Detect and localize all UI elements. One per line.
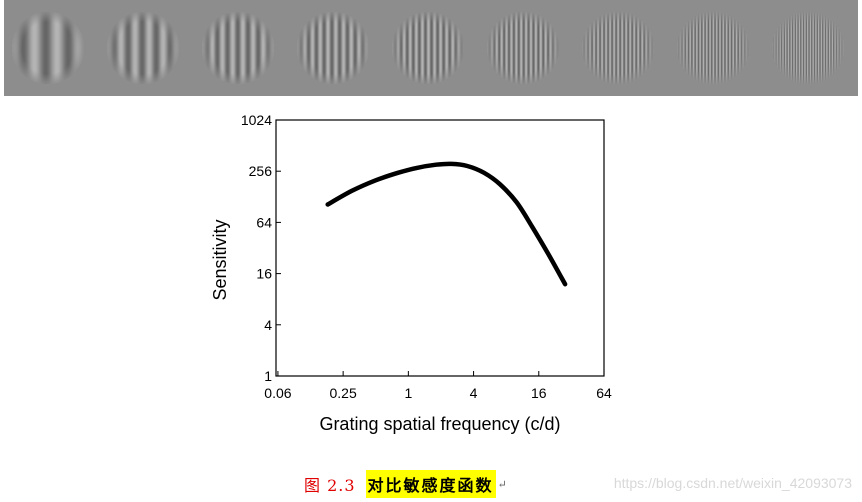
y-tick-label: 64: [256, 214, 272, 230]
watermark: https://blog.csdn.net/weixin_42093073: [613, 475, 852, 491]
x-tick-label: 4: [470, 385, 478, 401]
figure-number: 图 2.3: [304, 476, 356, 495]
y-tick-label: 256: [249, 163, 273, 179]
x-tick-label: 1: [404, 385, 412, 401]
contrast-sensitivity-chart: 0.06 0.25 1 4 16 64 1 4 16 64 256 1024 Grating spa…: [210, 112, 612, 434]
y-tick-label: 16: [256, 266, 272, 282]
grating-patch-edge-fade: [677, 12, 749, 84]
grating-patch-edge-fade: [107, 12, 179, 84]
x-tick-label: 16: [531, 385, 547, 401]
x-tick-label: 0.06: [264, 385, 291, 401]
plot-frame: [275, 119, 605, 377]
figure-title: 对比敏感度函数: [365, 470, 496, 498]
paragraph-mark: ↵: [497, 477, 507, 491]
grating-patch-edge-fade: [12, 12, 84, 84]
grating-patch-edge-fade: [297, 12, 369, 84]
x-tick-label: 0.25: [330, 385, 357, 401]
x-axis-label: Grating spatial frequency (c/d): [319, 414, 560, 434]
grating-patch-edge-fade: [772, 12, 844, 84]
grating-patch-edge-fade: [392, 12, 464, 84]
y-tick-label: 1: [264, 368, 272, 384]
y-tick-label: 1024: [241, 112, 272, 128]
sensitivity-curve: [325, 161, 568, 287]
y-tick-label: 4: [264, 317, 272, 333]
grating-patch-edge-fade: [582, 12, 654, 84]
y-axis-label: Sensitivity: [210, 219, 230, 300]
figure-caption: 图 2.3 对比敏感度函数 ↵: [304, 470, 507, 498]
grating-patch-edge-fade: [487, 12, 559, 84]
grating-stimulus-strip: [4, 0, 858, 96]
grating-patch-edge-fade: [202, 12, 274, 84]
x-tick-label: 64: [596, 385, 612, 401]
